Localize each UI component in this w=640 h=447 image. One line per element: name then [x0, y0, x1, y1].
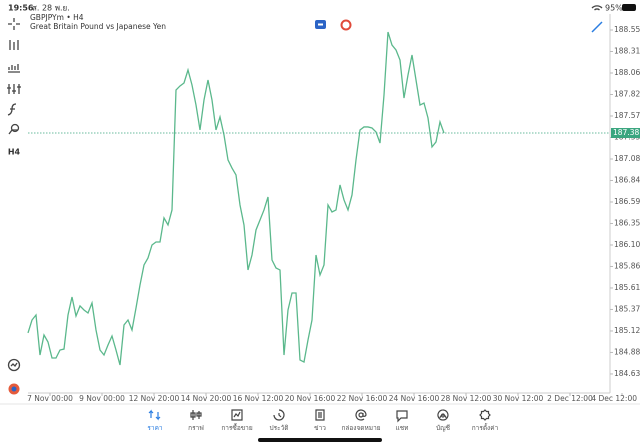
y-tick-label: 187.575 — [614, 111, 640, 120]
tab-icon[interactable] — [355, 409, 367, 421]
tab-icon[interactable] — [231, 409, 243, 421]
tab-icon[interactable] — [148, 409, 161, 421]
signal-icon[interactable] — [340, 19, 352, 31]
y-tick-label: 184.635 — [614, 369, 640, 378]
symbol-name: GBPJPYm • H4 — [30, 13, 84, 22]
objects-icon-base — [8, 129, 18, 135]
x-tick-label: 4 Dec 12:00 — [591, 394, 637, 403]
x-tick-label: 30 Nov 12:00 — [493, 394, 544, 403]
quick-icon-mark — [10, 362, 18, 368]
y-tick-label: 185.615 — [614, 283, 640, 292]
y-tick-label: 188.31 — [614, 47, 640, 56]
tab-label[interactable]: แชท — [396, 424, 409, 432]
status-time: 19:56 — [8, 4, 34, 13]
indicators-icon[interactable] — [7, 84, 21, 94]
home-indicator — [258, 438, 382, 442]
x-tick-label: 14 Nov 20:00 — [181, 394, 232, 403]
x-tick-label: 16 Nov 12:00 — [233, 394, 284, 403]
y-tick-label: 186.595 — [614, 197, 640, 206]
crosshair-icon[interactable] — [8, 18, 20, 30]
tab-icon[interactable] — [437, 409, 449, 421]
objects-icon[interactable] — [10, 123, 20, 133]
tab-icon[interactable] — [396, 410, 408, 423]
y-tick-label: 188.065 — [614, 68, 640, 77]
y-tick-label: 186.84 — [614, 175, 640, 184]
tab-label[interactable]: กล่องจดหมาย — [341, 424, 380, 432]
x-tick-label: 12 Nov 20:00 — [129, 394, 180, 403]
x-tick-label: 9 Nov 00:00 — [79, 394, 125, 403]
tab-label[interactable]: ประวัติ — [270, 424, 289, 432]
y-tick-label: 185.86 — [614, 261, 640, 270]
draw-icon[interactable] — [591, 21, 603, 33]
x-tick-label: 2 Dec 12:00 — [547, 394, 593, 403]
symbol-description: Great Britain Pound vs Japanese Yen — [30, 22, 166, 31]
tab-label[interactable]: การซื้อขาย — [221, 423, 252, 432]
quick-icon[interactable] — [7, 358, 21, 372]
tab-label[interactable]: บัญชี — [436, 424, 451, 432]
y-tick-label: 187.82 — [614, 89, 640, 98]
y-tick-label: 186.105 — [614, 240, 640, 249]
tab-label[interactable]: การตั้งค่า — [472, 423, 499, 432]
plot: 184.635 184.88 185.125 185.37 185.615 185.86 1… — [27, 25, 640, 403]
x-tick-label: 20 Nov 16:00 — [285, 394, 336, 403]
timeframe-button[interactable]: H4 — [8, 148, 21, 157]
y-tick-label: 185.125 — [614, 326, 640, 335]
app-icon-core — [11, 386, 17, 392]
one-click-icon-mark — [318, 23, 323, 26]
y-tick-label: 186.35 — [614, 218, 640, 227]
tab-icon[interactable] — [315, 409, 325, 421]
tab-bar: ราคา กราฟ การซื้อขาย ประวัติ ข่าว กล่องจดหมาย… — [147, 409, 499, 432]
function-icon[interactable] — [7, 103, 17, 116]
left-toolbar — [7, 18, 21, 372]
tab-label[interactable]: กราฟ — [188, 424, 204, 432]
battery-icon — [622, 4, 636, 11]
y-tick-label: 185.37 — [614, 304, 640, 313]
last-price-box — [611, 128, 640, 139]
y-tick-label: 184.88 — [614, 347, 640, 356]
tab-label[interactable]: ราคา — [147, 424, 162, 432]
tab-icon[interactable] — [479, 409, 491, 421]
y-tick-label: 188.555 — [614, 25, 640, 34]
x-tick-label: 24 Nov 16:00 — [389, 394, 440, 403]
x-tick-label: 28 Nov 12:00 — [441, 394, 492, 403]
last-price-label: 187.381 — [613, 128, 640, 137]
status-battery: 95% — [605, 4, 623, 13]
volume-icon[interactable] — [8, 64, 20, 73]
x-tick-label: 7 Nov 00:00 — [27, 394, 73, 403]
y-tick-label: 187.085 — [614, 154, 640, 163]
x-tick-label: 22 Nov 16:00 — [337, 394, 388, 403]
status-date: ส. 28 พ.ย. — [32, 4, 70, 13]
tab-icon[interactable] — [190, 410, 202, 420]
tab-label[interactable]: ข่าว — [314, 424, 326, 432]
price-line — [27, 31, 445, 366]
chart-type-icon[interactable] — [9, 40, 19, 50]
wifi-icon — [591, 5, 603, 11]
tab-icon[interactable] — [273, 409, 285, 421]
